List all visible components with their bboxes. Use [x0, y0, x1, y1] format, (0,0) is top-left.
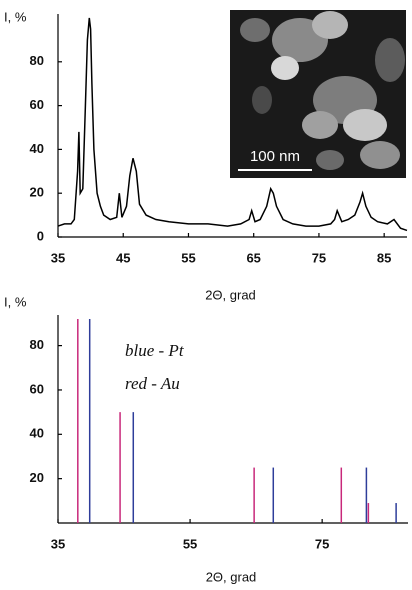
y-tick-label: 80 [30, 337, 44, 352]
y-tick-label: 40 [30, 141, 44, 156]
x-axis-label: 2Θ, grad [206, 569, 257, 584]
x-tick-label: 35 [51, 250, 65, 265]
x-tick-label: 65 [246, 250, 260, 265]
y-tick-label: 20 [30, 185, 44, 200]
x-tick-label: 55 [183, 536, 197, 551]
x-tick-label: 85 [377, 250, 391, 265]
scale-bar-label: 100 nm [250, 148, 300, 165]
y-tick-label: 20 [30, 470, 44, 485]
x-tick-label: 35 [51, 536, 65, 551]
y-tick-label: 0 [37, 228, 44, 243]
stems [78, 301, 396, 523]
y-axis-label: I, % [4, 294, 27, 309]
y-tick-label: 40 [30, 426, 44, 441]
y-tick-label: 60 [30, 381, 44, 396]
x-tick-label: 45 [116, 250, 130, 265]
x-tick-label: 55 [181, 250, 195, 265]
y-tick-label: 60 [30, 97, 44, 112]
y-tick-label: 80 [30, 53, 44, 68]
legend-entry: blue - Pt [125, 341, 185, 360]
figure: 100 nm I, % 2Θ, grad 0 20 40 60 80 35 45 55 65 75 85… [0, 0, 412, 590]
y-axis-label: I, % [4, 9, 27, 24]
x-tick-label: 75 [315, 536, 329, 551]
x-axis-label: 2Θ, grad [205, 287, 256, 302]
legend-entry: red - Au [125, 374, 180, 393]
x-tick-label: 75 [312, 250, 326, 265]
